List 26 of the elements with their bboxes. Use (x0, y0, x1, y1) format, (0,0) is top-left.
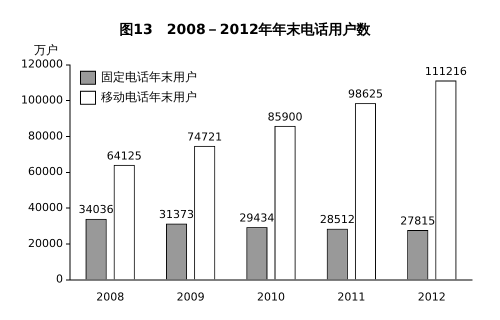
x-tick-label: 2011 (337, 290, 366, 304)
data-label: 111216 (424, 64, 467, 78)
data-label: 74721 (187, 130, 222, 144)
y-tick-label: 100000 (20, 93, 63, 106)
x-tick-label: 2012 (418, 290, 446, 304)
data-label: 27815 (400, 214, 436, 228)
x-tick-label: 2008 (96, 290, 124, 304)
x-tick-label: 2010 (256, 290, 285, 304)
data-label: 28512 (320, 213, 355, 226)
y-tick-label: 20000 (28, 236, 63, 250)
y-tick-label: 40000 (28, 200, 63, 214)
y-tick-label: 60000 (28, 165, 63, 178)
y-tick-label: 80000 (28, 129, 63, 142)
y-tick-label: 0 (56, 272, 63, 286)
y-axis-title: 万户 (34, 42, 58, 57)
data-label: 64125 (106, 149, 142, 162)
x-tick-label: 2009 (176, 290, 205, 304)
data-label: 31373 (159, 208, 194, 221)
legend-label: 移动电话年末用户 (100, 90, 197, 104)
data-label: 34036 (78, 203, 114, 216)
legend-label: 固定电话年末用户 (100, 70, 197, 84)
chart-title: 图13 2008－2012年年末电话用户数 (119, 21, 372, 38)
y-tick-label: 120000 (20, 58, 63, 71)
data-label: 29434 (239, 211, 274, 224)
data-label: 85900 (268, 110, 303, 124)
data-label: 98625 (348, 87, 383, 100)
